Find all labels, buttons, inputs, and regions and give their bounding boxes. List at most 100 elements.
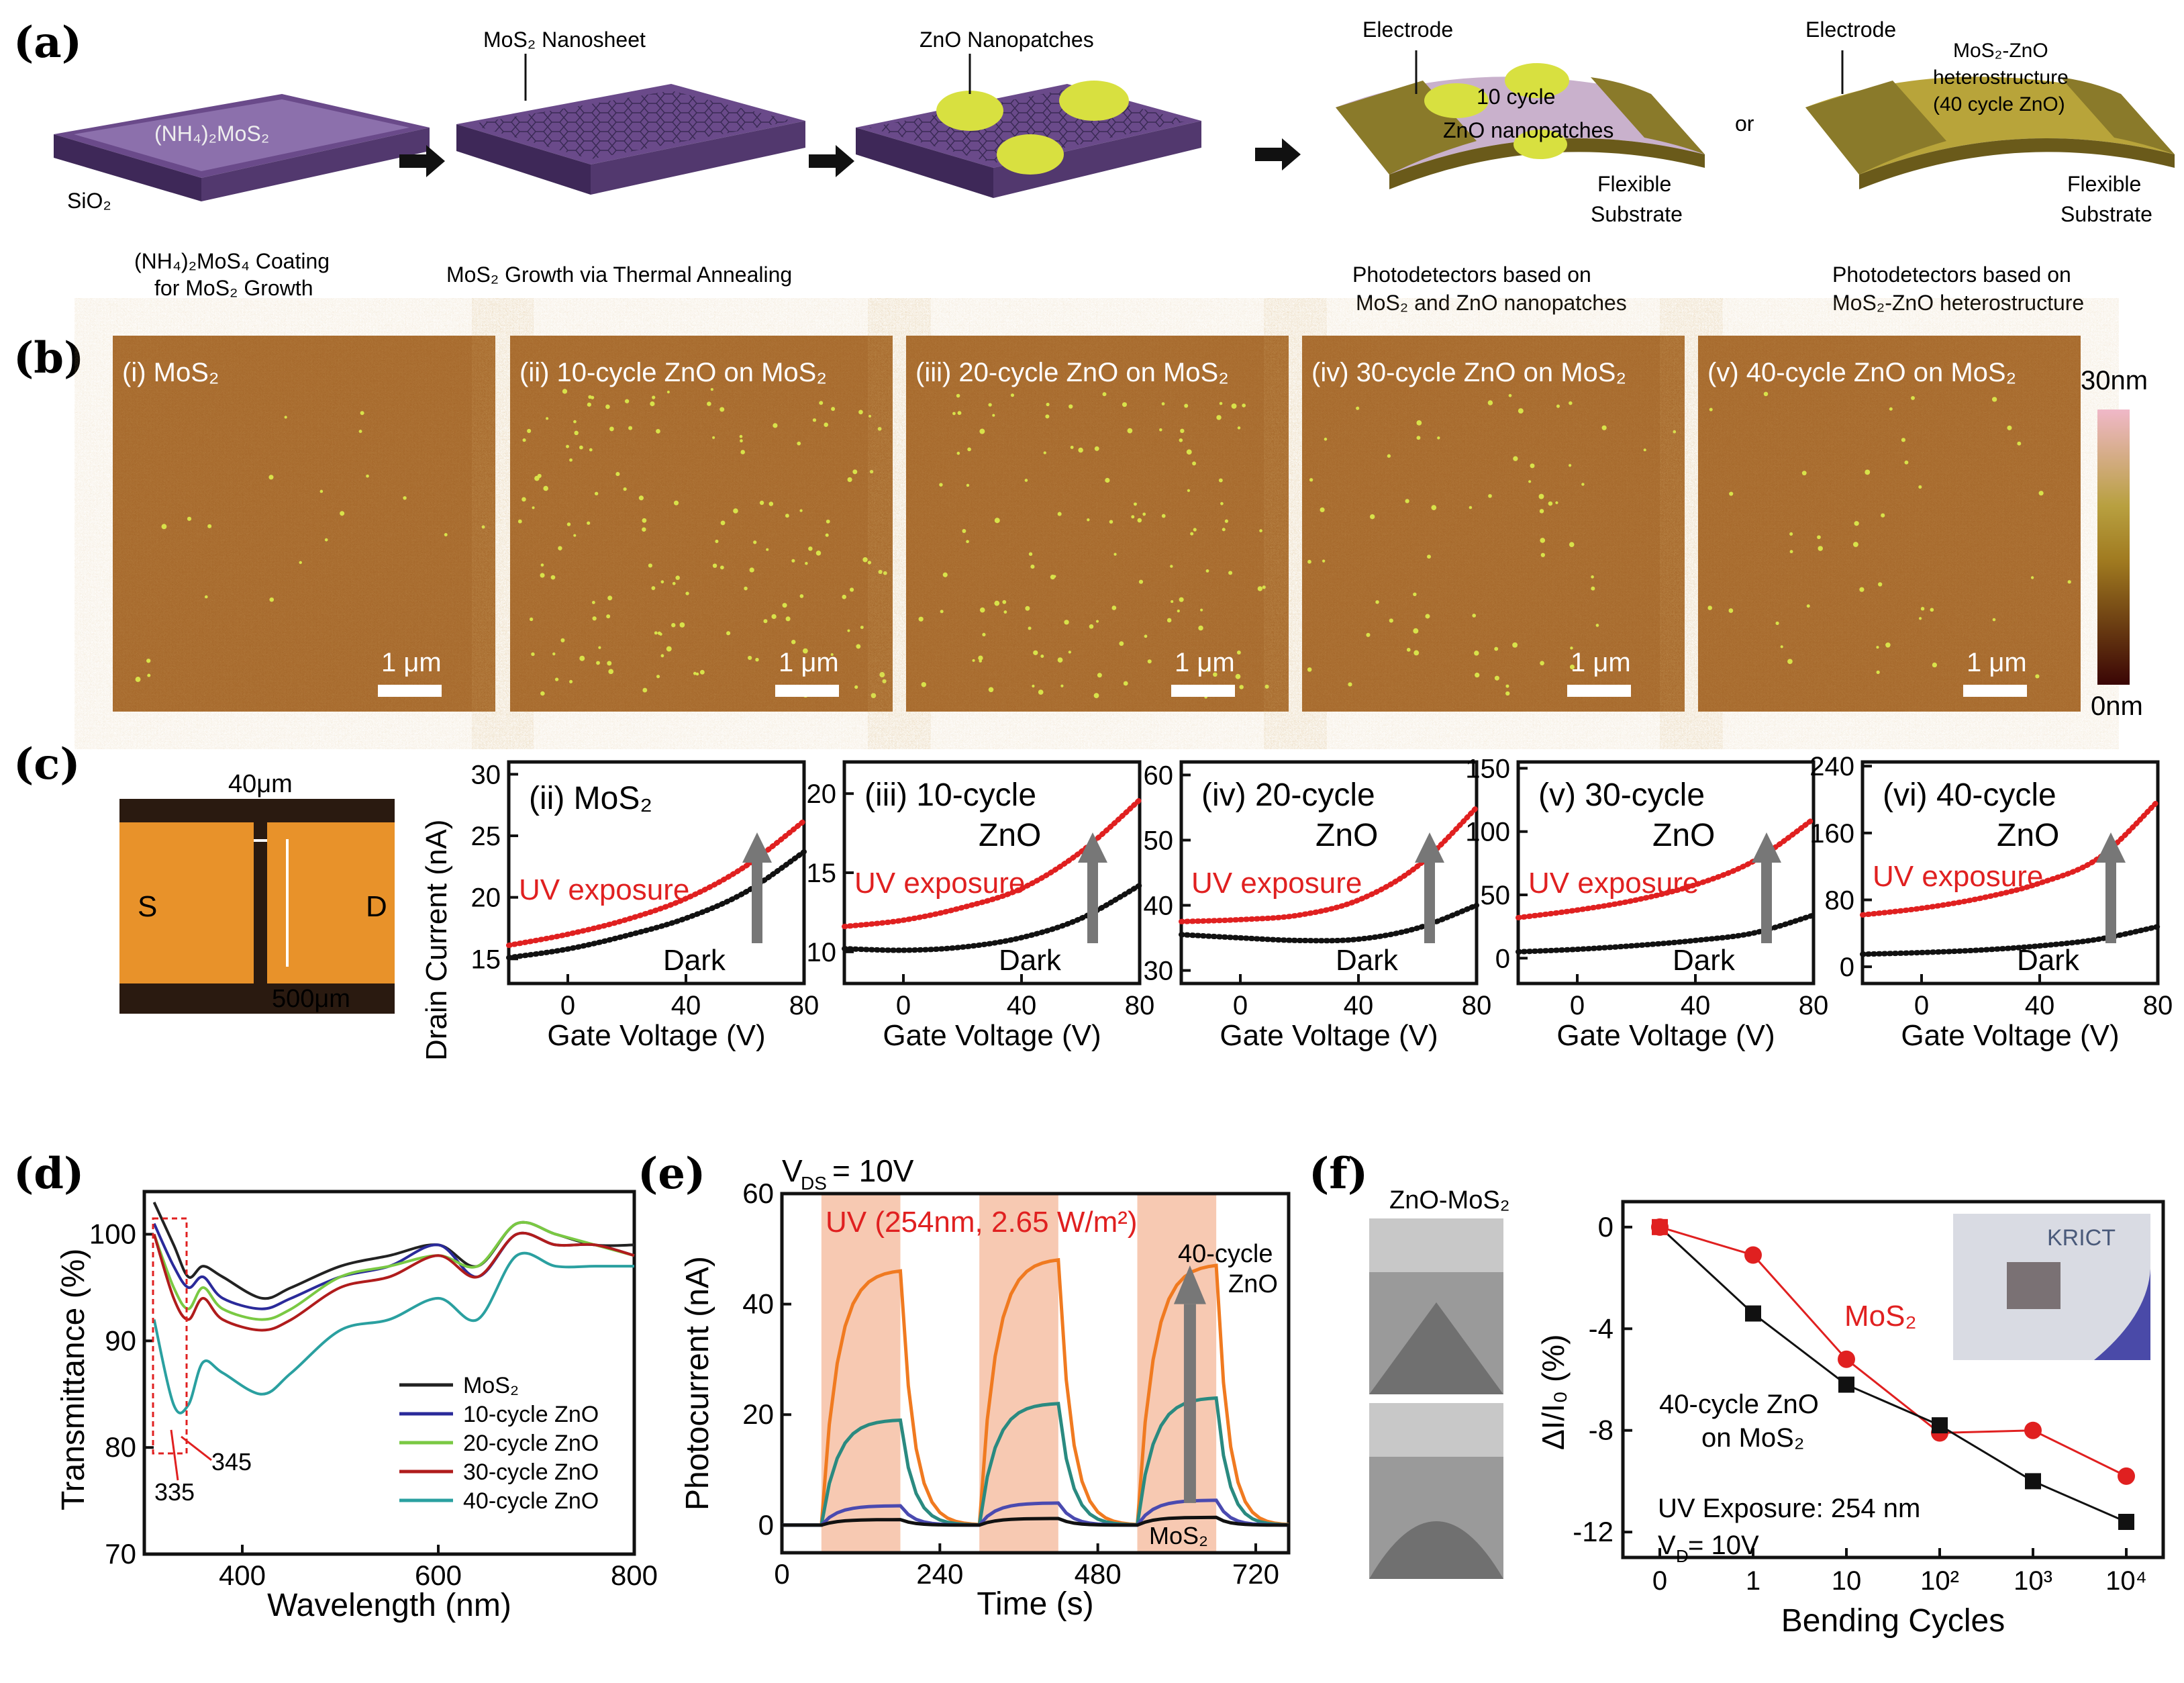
- zno-particle: [1991, 397, 1997, 402]
- c-chart-2: 0 40 80 10 15 20 Gate Voltage (V) (iii) 10-cycl…: [807, 760, 1154, 1052]
- zno-particle: [666, 646, 672, 652]
- x-tick-label: 80: [789, 991, 820, 1020]
- colorbar: [2097, 410, 2130, 685]
- plot-frame: [507, 760, 806, 985]
- panel-c-label: (c): [13, 739, 81, 789]
- zno-particle: [1033, 650, 1038, 655]
- zno-particle: [596, 661, 600, 665]
- zno-particle: [358, 430, 362, 434]
- slab-zno-nanopatches: [856, 81, 1201, 198]
- zno-particle: [147, 673, 151, 677]
- zno-particle: [771, 614, 777, 620]
- zno-particle: [540, 691, 545, 696]
- zno-particle: [540, 573, 545, 578]
- zno-particle: [1581, 483, 1585, 486]
- zno-particle: [1309, 478, 1313, 482]
- x-tick-label: 80: [1799, 991, 1829, 1020]
- x-tick-label: 80: [2143, 991, 2173, 1020]
- label-source: S: [138, 890, 157, 923]
- series-2: [782, 1498, 1289, 1527]
- zno-particle: [1413, 628, 1419, 634]
- zno-particle: [284, 416, 287, 419]
- label-electrode-2: Electrode: [1805, 17, 1896, 42]
- zno-particle: [2067, 580, 2071, 584]
- y-tick-label: 70: [105, 1538, 136, 1570]
- zno-particle: [1222, 528, 1226, 532]
- label-drain: D: [366, 890, 387, 923]
- zno-particle: [588, 395, 592, 399]
- label-hetero3: (40 cycle ZnO): [1933, 93, 2065, 115]
- zno-particle: [532, 506, 535, 510]
- zno-particle: [1904, 460, 1909, 465]
- zno-particle: [744, 586, 748, 591]
- legend-label: 10-cycle ZnO: [463, 1402, 599, 1427]
- y-tick-label: 80: [1825, 885, 1855, 915]
- zno-particle: [1709, 407, 1713, 412]
- zno-particle: [1876, 670, 1880, 674]
- scalebar-label: 1 μm: [1967, 648, 2027, 677]
- zno-particle: [1142, 512, 1146, 516]
- zno-particle: [1487, 400, 1493, 405]
- zno-particle: [1167, 618, 1172, 623]
- x-tick-label: 0: [1233, 991, 1248, 1020]
- zno-particle: [573, 534, 577, 537]
- zno-particle: [733, 508, 738, 514]
- zno-particle: [642, 687, 648, 693]
- zno-particle: [1239, 685, 1244, 689]
- zno-particle: [1539, 509, 1544, 514]
- label-40cycle: 40-cycle: [1178, 1240, 1273, 1268]
- zno-particle: [1205, 569, 1209, 573]
- zno-particle: [1918, 617, 1922, 620]
- y-tick-label: 0: [758, 1509, 774, 1541]
- scalebar: [1171, 685, 1235, 697]
- afm-title-4: (iv) 30-cycle ZnO on MoS₂: [1311, 358, 1626, 387]
- x-tick-label: 40: [1007, 991, 1037, 1020]
- label-mos2: MoS₂: [1844, 1300, 1917, 1333]
- zno-particle: [1707, 606, 1713, 610]
- x-axis-label: Bending Cycles: [1781, 1603, 2005, 1639]
- zno-particle: [1010, 393, 1015, 397]
- zno-particle: [1570, 646, 1573, 650]
- label-substrate-1: Substrate: [1591, 202, 1683, 226]
- zno-particle: [1728, 608, 1734, 613]
- label-10cycle: 10 cycle: [1477, 85, 1555, 109]
- legend-label: 40-cycle ZnO: [463, 1488, 599, 1514]
- zno-particle: [366, 474, 369, 478]
- data-point: [1932, 1417, 1948, 1434]
- dark-label: Dark: [1673, 944, 1736, 977]
- zno-particle: [1093, 693, 1099, 699]
- zno-particle: [1513, 456, 1518, 461]
- zno-particle: [1569, 401, 1573, 405]
- label-pd2a: Photodetectors based on: [1832, 262, 2071, 287]
- zno-particle: [826, 519, 830, 524]
- zno-particle: [1643, 448, 1646, 452]
- zno-particle: [651, 586, 656, 590]
- label-growth: MoS₂ Growth via Thermal Annealing: [446, 262, 792, 287]
- zno-particle: [607, 661, 612, 666]
- zno-particle: [671, 623, 676, 628]
- y-axis-label: Transmittance (%): [56, 1249, 91, 1510]
- data-point: [1838, 1376, 1854, 1393]
- scalebar-label: 1 μm: [1175, 648, 1235, 677]
- zno-particle: [939, 483, 943, 487]
- x-axis-label: Gate Voltage (V): [1901, 1019, 2119, 1052]
- zno-particle: [2035, 674, 2040, 679]
- x-tick-label: 80: [1462, 991, 1492, 1020]
- zno-particle: [531, 652, 535, 657]
- zno-particle: [858, 410, 863, 415]
- zno-particle: [1930, 608, 1934, 612]
- zno-particle: [543, 485, 548, 491]
- series-1: [782, 1396, 1289, 1527]
- series-dark: [1516, 912, 1816, 955]
- annotation-335: 335: [154, 1478, 195, 1506]
- label-or: or: [1735, 111, 1754, 136]
- zno-particle: [957, 411, 962, 416]
- zno-particle: [1425, 614, 1430, 619]
- zno-particle: [1540, 661, 1544, 666]
- x-axis-label: Gate Voltage (V): [547, 1019, 765, 1052]
- zno-particle: [825, 533, 829, 537]
- zno-particle: [1569, 542, 1575, 547]
- zno-particle: [1043, 451, 1046, 454]
- zno-particle: [867, 561, 872, 565]
- y-tick-label: -12: [1573, 1516, 1614, 1547]
